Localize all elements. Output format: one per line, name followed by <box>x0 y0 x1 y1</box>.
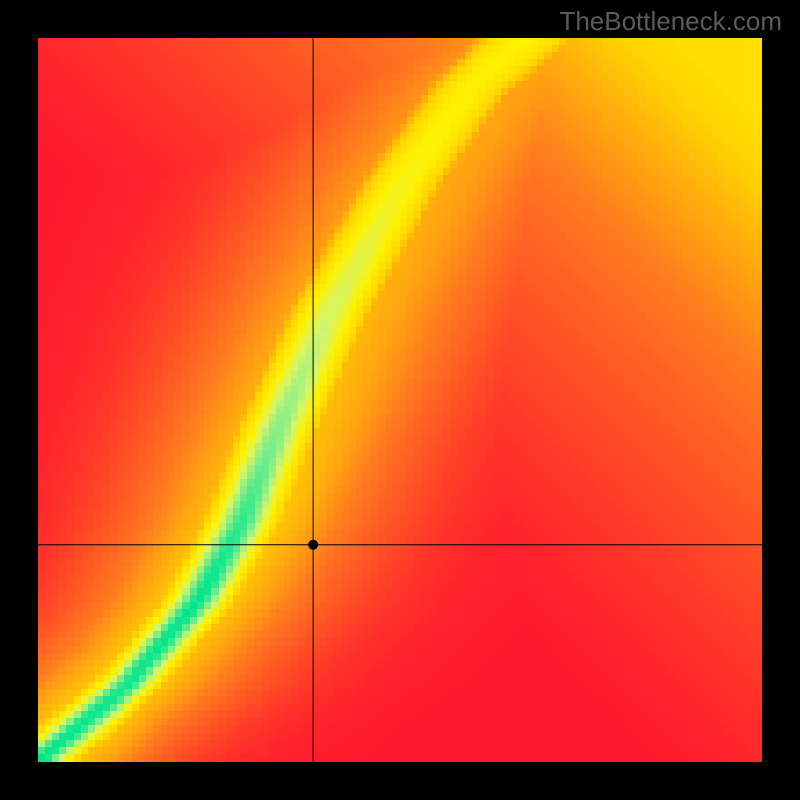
crosshair-overlay <box>38 38 762 762</box>
chart-container: { "watermark": { "text": "TheBottleneck.… <box>0 0 800 800</box>
watermark-text: TheBottleneck.com <box>559 6 782 37</box>
crosshair-dot <box>308 540 318 550</box>
